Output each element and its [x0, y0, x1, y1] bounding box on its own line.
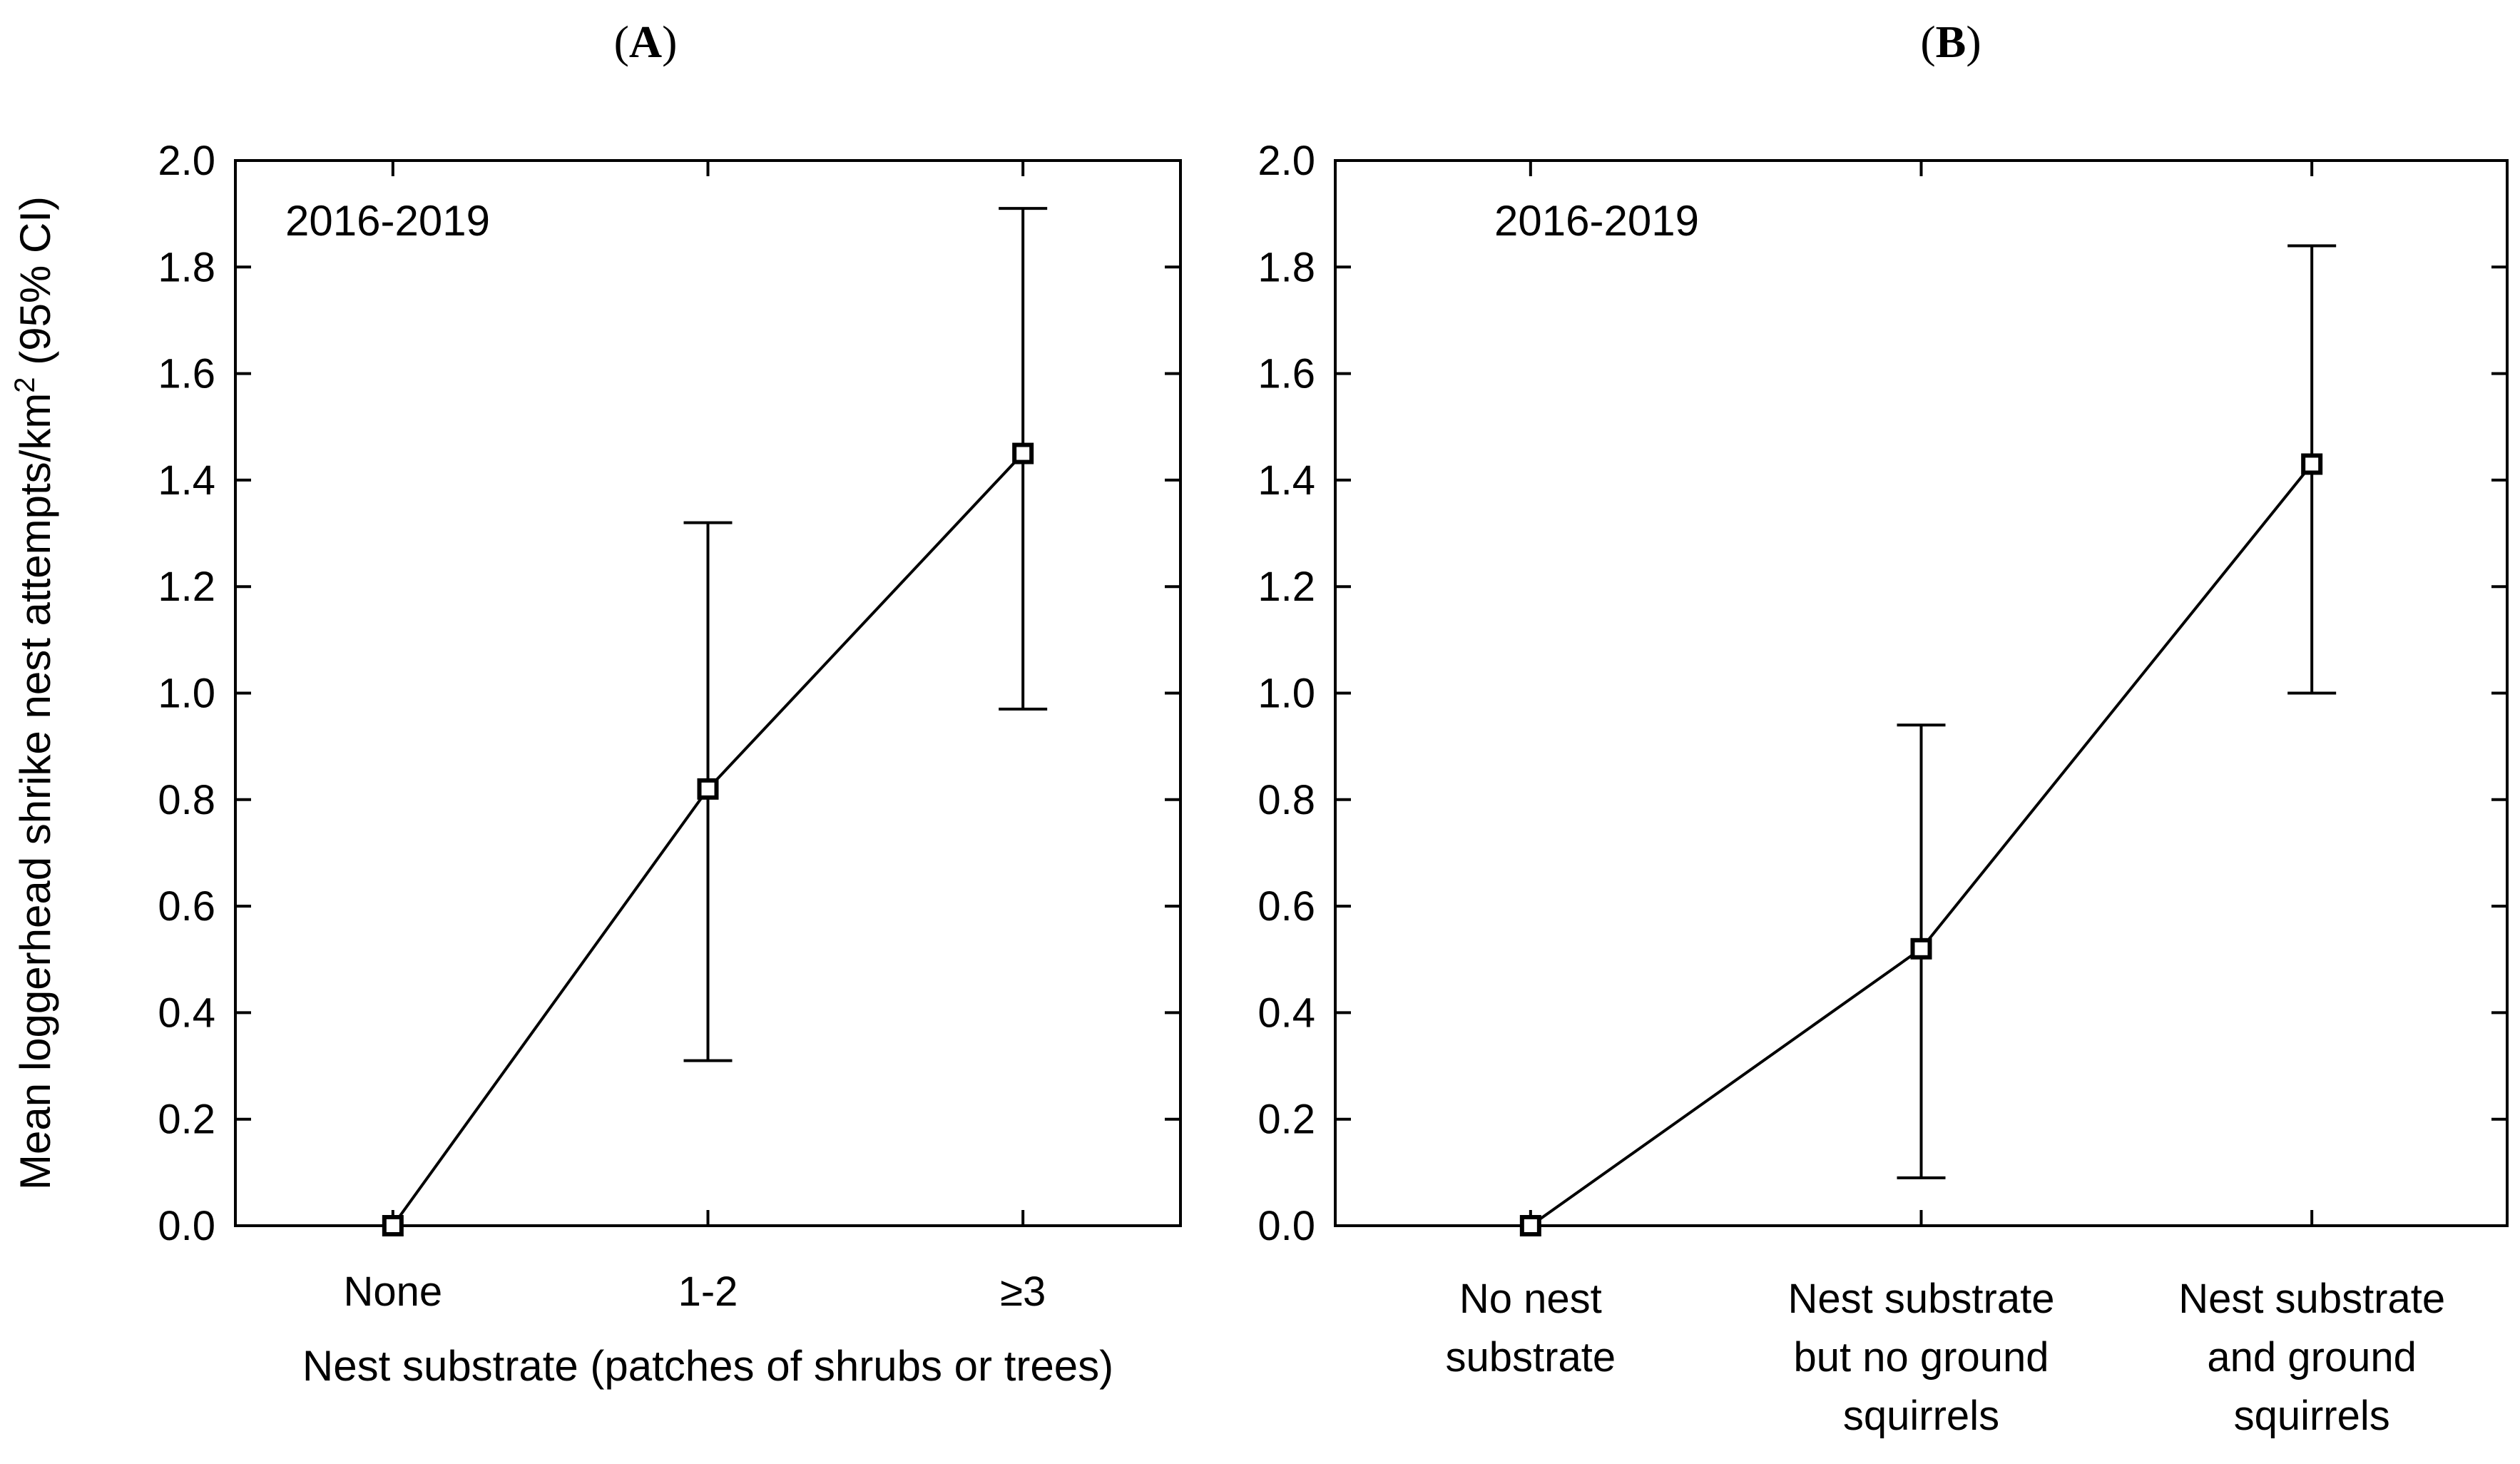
- period-annotation: 2016-2019: [285, 197, 490, 245]
- y-tick-label: 1.2: [1258, 564, 1315, 610]
- data-point: [1910, 937, 1932, 960]
- x-tick-label-line: substrate: [1446, 1334, 1616, 1381]
- y-tick-label: 0.4: [158, 990, 215, 1036]
- x-tick-label: None: [344, 1269, 443, 1315]
- y-axis-title-superscript: 2: [9, 377, 41, 392]
- data-point: [1012, 442, 1034, 464]
- data-point: [2301, 453, 2323, 475]
- y-tick-label: 1.4: [158, 457, 215, 504]
- y-tick-label: 0.2: [158, 1097, 215, 1143]
- y-tick-label: 0.8: [158, 777, 215, 823]
- y-tick-label: 1.4: [1258, 457, 1315, 504]
- x-tick-label: Nest substrate and ground squirrels: [2178, 1276, 2445, 1439]
- y-tick-label: 2.0: [1258, 138, 1315, 184]
- y-tick-label: 1.8: [158, 244, 215, 290]
- x-tick-label-line: but no ground: [1794, 1334, 2049, 1381]
- x-tick-label-line: Nest substrate: [1788, 1276, 2055, 1322]
- panel-letter: A: [629, 16, 662, 67]
- data-point: [1519, 1215, 1541, 1236]
- x-tick-label-line: Nest substrate: [2178, 1276, 2445, 1322]
- x-tick-label-line: 1-2: [678, 1269, 738, 1315]
- y-tick-label: 1.6: [1258, 351, 1315, 397]
- x-tick-label-line: No nest: [1459, 1276, 1602, 1322]
- panel-letter: B: [1936, 16, 1966, 67]
- y-axis-title: Mean loggerhead shrike nest attempts/km2…: [9, 196, 59, 1190]
- y-tick-label: 2.0: [158, 138, 215, 184]
- x-tick-label: ≥3: [1000, 1269, 1046, 1315]
- x-tick-label-line: squirrels: [2234, 1393, 2390, 1439]
- x-tick-label-line: ≥3: [1000, 1269, 1046, 1315]
- data-point: [697, 778, 719, 800]
- y-tick-label: 0.0: [158, 1203, 215, 1249]
- y-tick-label: 1.6: [158, 351, 215, 397]
- y-axis-title-suffix: (95% CI): [11, 196, 59, 377]
- x-tick-label: Nest substrate but no ground squirrels: [1788, 1276, 2055, 1439]
- y-tick-label: 0.6: [158, 883, 215, 930]
- x-tick-label-line: squirrels: [1843, 1393, 1999, 1439]
- y-tick-label: 1.0: [158, 671, 215, 717]
- x-tick-label-line: None: [344, 1269, 443, 1315]
- x-tick-label: No nest substrate: [1446, 1276, 1616, 1381]
- x-tick-label: 1-2: [678, 1269, 738, 1315]
- y-tick-label: 0.8: [1258, 777, 1315, 823]
- y-tick-label: 0.6: [1258, 883, 1315, 930]
- y-tick-label: 0.2: [1258, 1097, 1315, 1143]
- y-tick-label: 0.0: [1258, 1203, 1315, 1249]
- panel-b: (B) 0.0 0.2 0.4 0.6 0.8 1.0 1.2 1.4 1.6 1.8 2.0 No n…: [1258, 16, 2509, 1439]
- y-tick-label: 1.2: [158, 564, 215, 610]
- data-point: [382, 1215, 404, 1236]
- panel-label: (A): [614, 16, 678, 67]
- y-tick-label: 1.0: [1258, 671, 1315, 717]
- y-axis-title-main: Mean loggerhead shrike nest attempts/km: [11, 393, 59, 1190]
- period-annotation: 2016-2019: [1494, 197, 1699, 245]
- panel-a: (A) 0.0 0.2 0.4 0.6 0.8 1.0 1.2 1.4 1.6 1.8 2.0 None…: [9, 16, 1182, 1390]
- y-tick-label: 1.8: [1258, 244, 1315, 290]
- x-tick-label-line: and ground: [2207, 1334, 2416, 1381]
- y-tick-label: 0.4: [1258, 990, 1315, 1036]
- x-axis-title: Nest substrate (patches of shrubs or tre…: [302, 1342, 1113, 1390]
- panel-label: (B): [1920, 16, 1981, 67]
